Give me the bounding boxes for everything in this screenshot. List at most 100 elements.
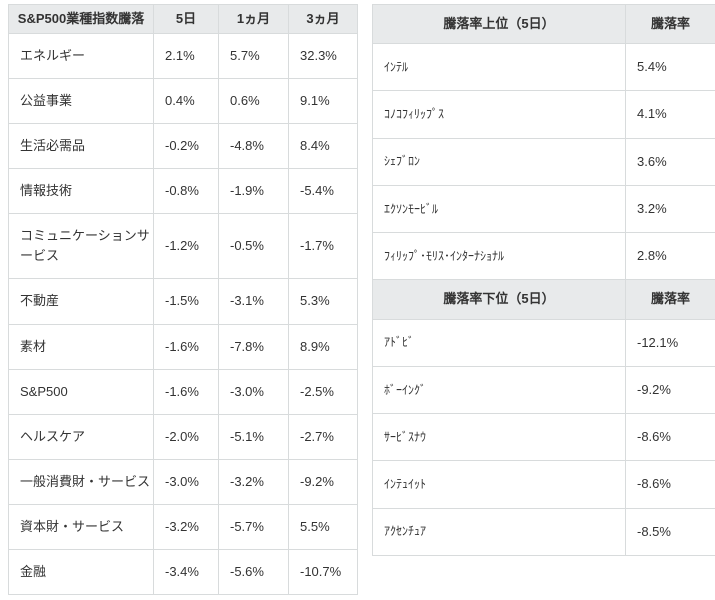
change-3month-cell: -1.7% bbox=[288, 213, 358, 280]
sector-name-cell: ヘルスケア bbox=[8, 413, 154, 460]
company-name-cell: ｴｸｿﾝﾓｰﾋﾞﾙ bbox=[372, 184, 626, 234]
change-1month-cell: -4.8% bbox=[218, 122, 289, 169]
sector-name-cell: 金融 bbox=[8, 549, 154, 596]
company-name-cell: ｲﾝﾃﾙ bbox=[372, 43, 626, 92]
rate-value-cell: 3.6% bbox=[625, 137, 715, 186]
change-1month-cell: -3.0% bbox=[218, 368, 289, 415]
table-row: ｲﾝﾃｭｲｯﾄ -8.6% bbox=[372, 460, 715, 509]
company-name-cell: ｱﾄﾞﾋﾞ bbox=[372, 318, 626, 367]
change-5day-cell: -3.2% bbox=[153, 504, 219, 551]
change-3month-cell: -10.7% bbox=[288, 549, 358, 596]
rate-value-cell: -8.5% bbox=[625, 507, 715, 556]
gainers-table-title: 騰落率上位（5日） bbox=[372, 3, 626, 45]
change-3month-cell: 5.3% bbox=[288, 278, 358, 325]
table-row: ｱｸｾﾝﾁｭｱ -8.5% bbox=[372, 507, 715, 556]
change-5day-cell: -0.8% bbox=[153, 167, 219, 215]
sector-name-cell: 不動産 bbox=[8, 278, 154, 325]
change-3month-cell: -9.2% bbox=[288, 458, 358, 506]
rate-value-cell: 4.1% bbox=[625, 90, 715, 139]
losers-header-row: 騰落率下位（5日） 騰落率 bbox=[372, 279, 715, 320]
change-3month-cell: 5.5% bbox=[288, 504, 358, 551]
company-name-cell: ｼｪﾌﾞﾛﾝ bbox=[372, 137, 626, 186]
rate-value-cell: -9.2% bbox=[625, 365, 715, 415]
change-3month-cell: 32.3% bbox=[288, 32, 358, 79]
table-row: ヘルスケア -2.0% -5.1% -2.7% bbox=[8, 413, 358, 460]
change-1month-cell: -5.6% bbox=[218, 549, 289, 596]
column-header-5day: 5日 bbox=[153, 4, 219, 34]
sector-name-cell: 公益事業 bbox=[8, 77, 154, 124]
change-1month-cell: -1.9% bbox=[218, 167, 289, 215]
change-1month-cell: 0.6% bbox=[218, 77, 289, 124]
sector-name-cell: 情報技術 bbox=[8, 167, 154, 215]
change-3month-cell: 8.4% bbox=[288, 122, 358, 169]
rate-value-cell: 5.4% bbox=[625, 43, 715, 92]
table-row: 公益事業 0.4% 0.6% 9.1% bbox=[8, 77, 358, 124]
losers-rate-column-header: 騰落率 bbox=[625, 279, 715, 320]
sector-performance-table: S&P500業種指数騰落 5日 1ヵ月 3ヵ月 エネルギー 2.1% 5.7% … bbox=[8, 4, 358, 596]
change-1month-cell: 5.7% bbox=[218, 32, 289, 79]
column-header-3month: 3ヵ月 bbox=[288, 4, 358, 34]
table-row: 一般消費財・サービス -3.0% -3.2% -9.2% bbox=[8, 458, 358, 506]
sector-name-cell: 生活必需品 bbox=[8, 122, 154, 169]
sector-name-cell: S&P500 bbox=[8, 368, 154, 415]
losers-table-title: 騰落率下位（5日） bbox=[372, 279, 626, 320]
sector-name-cell: 資本財・サービス bbox=[8, 504, 154, 551]
change-5day-cell: -0.2% bbox=[153, 122, 219, 169]
change-5day-cell: -1.2% bbox=[153, 213, 219, 280]
change-1month-cell: -0.5% bbox=[218, 213, 289, 280]
change-5day-cell: -1.6% bbox=[153, 368, 219, 415]
company-name-cell: ﾌｨﾘｯﾌﾟ･ﾓﾘｽ･ｲﾝﾀｰﾅｼｮﾅﾙ bbox=[372, 232, 626, 281]
company-name-cell: ﾎﾞｰｲﾝｸﾞ bbox=[372, 365, 626, 415]
sector-name-cell: コミュニケーションサービス bbox=[8, 213, 154, 280]
table-row: 不動産 -1.5% -3.1% 5.3% bbox=[8, 278, 358, 325]
sector-table-header-row: S&P500業種指数騰落 5日 1ヵ月 3ヵ月 bbox=[8, 4, 358, 34]
change-1month-cell: -5.7% bbox=[218, 504, 289, 551]
gainers-header-row: 騰落率上位（5日） 騰落率 bbox=[372, 3, 715, 45]
column-header-1month: 1ヵ月 bbox=[218, 4, 289, 34]
sector-name-cell: エネルギー bbox=[8, 32, 154, 79]
table-row: ｻｰﾋﾞｽﾅｳ -8.6% bbox=[372, 413, 715, 462]
rate-value-cell: 2.8% bbox=[625, 232, 715, 281]
table-row: ｱﾄﾞﾋﾞ -12.1% bbox=[372, 318, 715, 367]
rate-value-cell: 3.2% bbox=[625, 184, 715, 234]
rate-value-cell: -12.1% bbox=[625, 318, 715, 367]
table-row: エネルギー 2.1% 5.7% 32.3% bbox=[8, 32, 358, 79]
sector-name-cell: 一般消費財・サービス bbox=[8, 458, 154, 506]
rate-value-cell: -8.6% bbox=[625, 413, 715, 462]
table-row: ﾎﾞｰｲﾝｸﾞ -9.2% bbox=[372, 365, 715, 415]
sector-table-title: S&P500業種指数騰落 bbox=[8, 4, 154, 34]
change-5day-cell: -1.6% bbox=[153, 323, 219, 370]
table-row: 生活必需品 -0.2% -4.8% 8.4% bbox=[8, 122, 358, 169]
table-row: S&P500 -1.6% -3.0% -2.5% bbox=[8, 368, 358, 415]
table-row: 素材 -1.6% -7.8% 8.9% bbox=[8, 323, 358, 370]
movers-table: 騰落率上位（5日） 騰落率 ｲﾝﾃﾙ 5.4% ｺﾉｺﾌｨﾘｯﾌﾟｽ 4.1% … bbox=[372, 3, 715, 556]
company-name-cell: ｺﾉｺﾌｨﾘｯﾌﾟｽ bbox=[372, 90, 626, 139]
change-1month-cell: -7.8% bbox=[218, 323, 289, 370]
change-3month-cell: -2.7% bbox=[288, 413, 358, 460]
gainers-rate-column-header: 騰落率 bbox=[625, 3, 715, 45]
change-1month-cell: -5.1% bbox=[218, 413, 289, 460]
table-row: 資本財・サービス -3.2% -5.7% 5.5% bbox=[8, 504, 358, 551]
company-name-cell: ｱｸｾﾝﾁｭｱ bbox=[372, 507, 626, 556]
table-row: ｼｪﾌﾞﾛﾝ 3.6% bbox=[372, 137, 715, 186]
table-row: ﾌｨﾘｯﾌﾟ･ﾓﾘｽ･ｲﾝﾀｰﾅｼｮﾅﾙ 2.8% bbox=[372, 232, 715, 281]
change-3month-cell: 8.9% bbox=[288, 323, 358, 370]
change-1month-cell: -3.1% bbox=[218, 278, 289, 325]
table-row: ｲﾝﾃﾙ 5.4% bbox=[372, 43, 715, 92]
change-5day-cell: 0.4% bbox=[153, 77, 219, 124]
change-3month-cell: -5.4% bbox=[288, 167, 358, 215]
table-row: コミュニケーションサービス -1.2% -0.5% -1.7% bbox=[8, 213, 358, 280]
table-row: ｺﾉｺﾌｨﾘｯﾌﾟｽ 4.1% bbox=[372, 90, 715, 139]
change-3month-cell: -2.5% bbox=[288, 368, 358, 415]
company-name-cell: ｲﾝﾃｭｲｯﾄ bbox=[372, 460, 626, 509]
change-1month-cell: -3.2% bbox=[218, 458, 289, 506]
change-5day-cell: -2.0% bbox=[153, 413, 219, 460]
change-3month-cell: 9.1% bbox=[288, 77, 358, 124]
change-5day-cell: -3.0% bbox=[153, 458, 219, 506]
company-name-cell: ｻｰﾋﾞｽﾅｳ bbox=[372, 413, 626, 462]
sector-name-cell: 素材 bbox=[8, 323, 154, 370]
table-row: 情報技術 -0.8% -1.9% -5.4% bbox=[8, 167, 358, 215]
rate-value-cell: -8.6% bbox=[625, 460, 715, 509]
table-row: ｴｸｿﾝﾓｰﾋﾞﾙ 3.2% bbox=[372, 184, 715, 234]
